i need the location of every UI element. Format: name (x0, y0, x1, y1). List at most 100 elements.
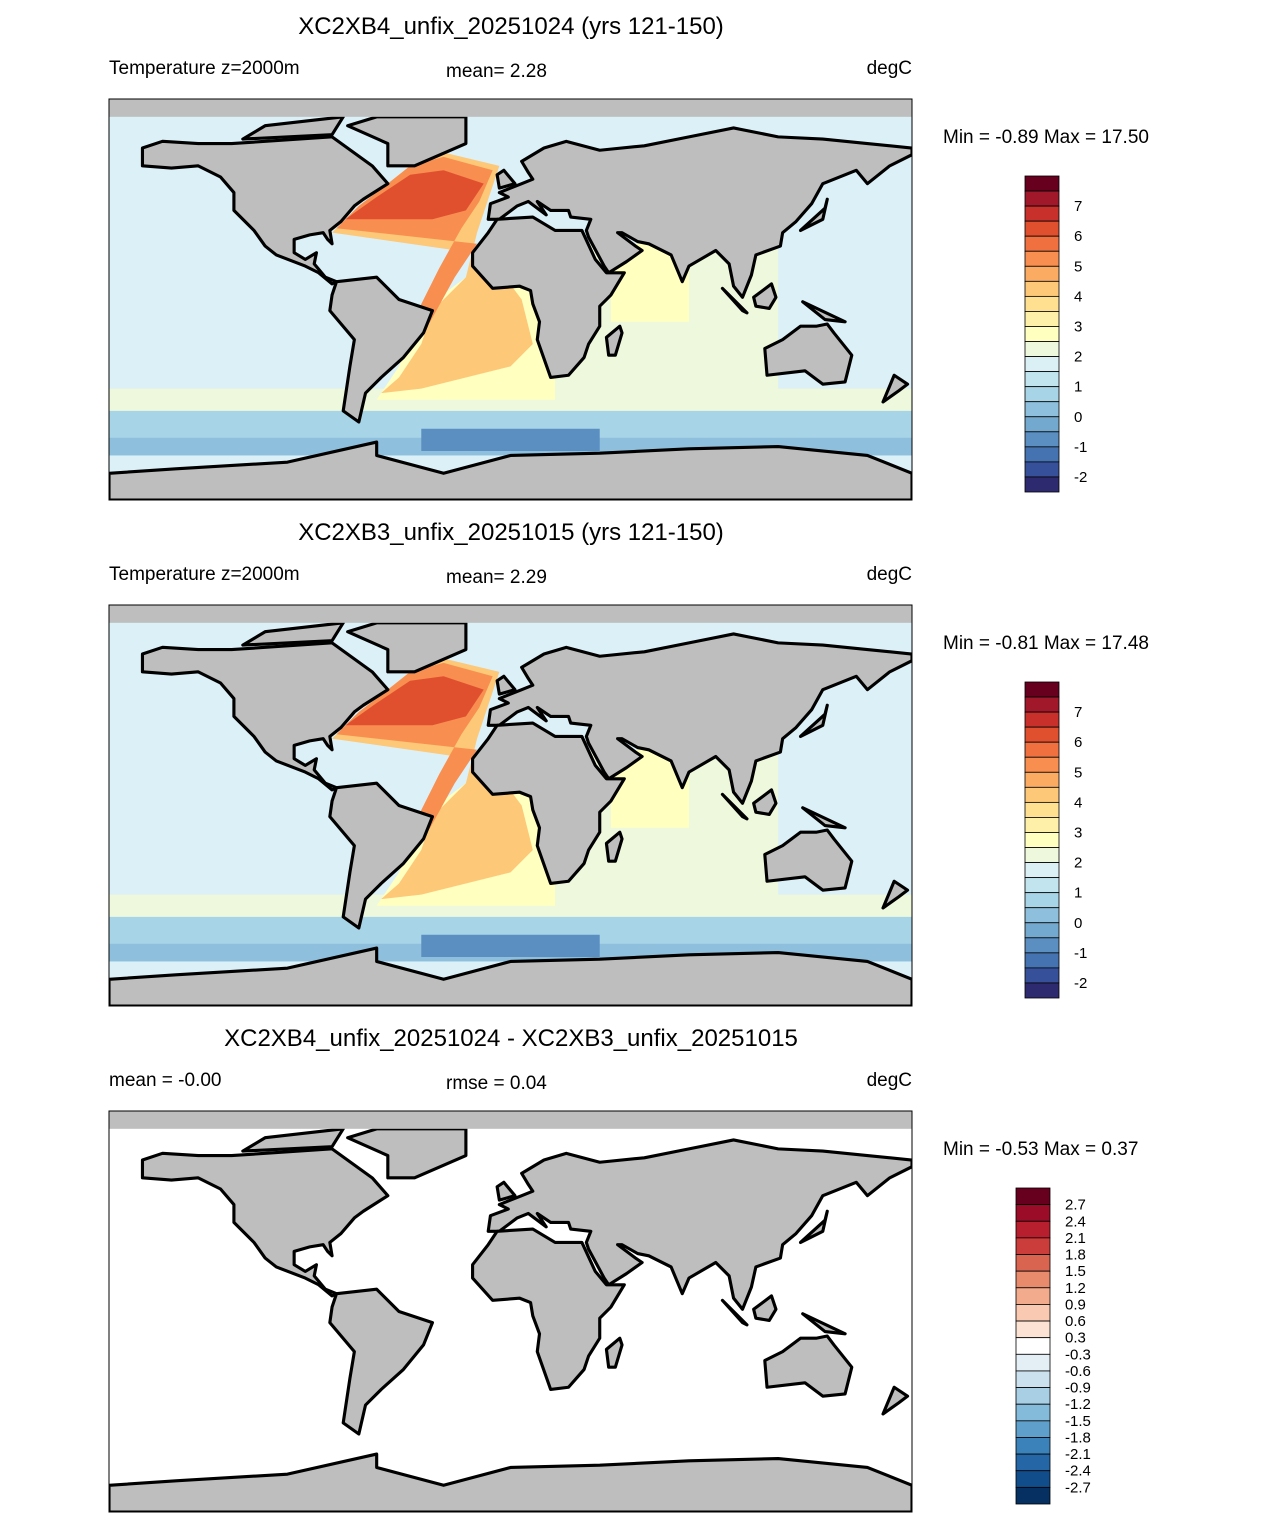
colorbar-label: 4 (1074, 794, 1082, 811)
panel: XC2XB3_unfix_20251015 (yrs 121-150) Tempe… (108, 519, 1149, 1007)
projection (109, 99, 912, 500)
colorbar-box (1024, 371, 1060, 388)
map-content (109, 99, 912, 500)
colorbar-box (1024, 235, 1060, 252)
map-frame (108, 98, 913, 501)
colorbar-box (1015, 1353, 1051, 1372)
colorbar-box (1024, 952, 1060, 969)
center-label: mean= 2.29 (446, 567, 547, 588)
left-label: mean = -0.00 (109, 1070, 222, 1091)
colorbar-label: 0.6 (1065, 1313, 1086, 1330)
colorbar-box (1015, 1270, 1051, 1289)
colorbar-label: 7 (1074, 198, 1082, 215)
colorbar-label: 4 (1074, 288, 1082, 305)
colorbar-box (1024, 356, 1060, 373)
left-label: Temperature z=2000m (109, 58, 300, 79)
colorbar-box (1015, 1320, 1051, 1339)
colorbar-box (1024, 220, 1060, 237)
colorbar-label: -1 (1074, 945, 1087, 962)
colorbar-label: -2.1 (1065, 1446, 1091, 1463)
map-content (109, 1111, 912, 1512)
colorbar-box (1024, 175, 1060, 192)
colorbar-box (1024, 967, 1060, 984)
units-label: degC (867, 1070, 912, 1091)
colorbar-box (1024, 681, 1060, 698)
colorbar-box (1024, 205, 1060, 222)
colorbar-box (1024, 832, 1060, 848)
colorbar-box (1024, 982, 1060, 999)
colorbar-label: 1.8 (1065, 1247, 1086, 1264)
colorbar-box (1024, 696, 1060, 713)
left-label: Temperature z=2000m (109, 564, 300, 585)
colorbar-box (1024, 476, 1060, 493)
projection (109, 1111, 912, 1512)
colorbar-box (1024, 711, 1060, 728)
units-label: degC (867, 564, 912, 585)
colorbar-label: 5 (1074, 764, 1082, 781)
colorbar-box (1024, 416, 1060, 433)
colorbar-box (1015, 1204, 1051, 1222)
center-label: rmse = 0.04 (446, 1073, 547, 1094)
colorbar-label: 2 (1074, 855, 1082, 872)
colorbar-box (1015, 1403, 1051, 1422)
min-max: Min = -0.81 Max = 17.48 (943, 633, 1149, 654)
colorbar-box (1024, 741, 1060, 758)
colorbar-box (1024, 937, 1060, 954)
projection (109, 605, 912, 1006)
colorbar-box (1015, 1254, 1051, 1272)
panel-title: XC2XB4_unfix_20251024 (yrs 121-150) (298, 13, 724, 40)
colorbar-label: 1 (1074, 379, 1082, 396)
colorbar-box (1024, 250, 1060, 267)
min-max: Min = -0.53 Max = 0.37 (943, 1139, 1138, 1160)
colorbar-label: 0.3 (1065, 1330, 1086, 1347)
map (108, 1110, 913, 1513)
panel: XC2XB4_unfix_20251024 - XC2XB3_unfix_202… (108, 1025, 1138, 1513)
panel: XC2XB4_unfix_20251024 (yrs 121-150) Tempe… (108, 13, 1149, 501)
colorbar-label: 2.4 (1065, 1213, 1086, 1230)
colorbar-label: 3 (1074, 318, 1082, 335)
colorbar-box (1024, 786, 1060, 803)
colorbar-box (1024, 847, 1060, 863)
colorbar-box (1024, 446, 1060, 463)
colorbar-box (1024, 922, 1060, 939)
colorbar-label: -1 (1074, 439, 1087, 456)
colorbar-label: 3 (1074, 824, 1082, 841)
colorbar-label: -1.5 (1065, 1413, 1091, 1430)
colorbar-label: -0.9 (1065, 1380, 1091, 1397)
center-label: mean= 2.28 (446, 61, 547, 82)
colorbar-box (1015, 1304, 1051, 1322)
colorbar-box (1015, 1337, 1051, 1355)
colorbar-box (1015, 1420, 1051, 1438)
colorbar-box (1024, 190, 1060, 207)
colorbar-box (1015, 1370, 1051, 1388)
colorbar-label: 1.5 (1065, 1263, 1086, 1280)
colorbar-box (1015, 1220, 1051, 1239)
colorbar-label: 2.1 (1065, 1230, 1086, 1247)
colorbar-box (1024, 386, 1060, 403)
colorbar-box (1024, 265, 1060, 282)
colorbar-box (1024, 280, 1060, 297)
colorbar-label: 1.2 (1065, 1280, 1086, 1297)
map-frame (108, 604, 913, 1007)
colorbar-box (1015, 1453, 1051, 1472)
colorbar-box (1024, 862, 1060, 879)
colorbar-label: -2.4 (1065, 1463, 1091, 1480)
colorbar-label: 5 (1074, 258, 1082, 275)
colorbar-box (1015, 1187, 1051, 1206)
colorbar-box (1015, 1486, 1051, 1505)
min-max: Min = -0.89 Max = 17.50 (943, 127, 1149, 148)
colorbar-label: 2.7 (1065, 1197, 1086, 1214)
colorbar-box (1024, 907, 1060, 924)
colorbar-label: 7 (1074, 704, 1082, 721)
colorbar-box (1024, 801, 1060, 818)
colorbar-box (1024, 401, 1060, 418)
colorbar-box (1024, 326, 1060, 342)
colorbar-box (1015, 1237, 1051, 1255)
colorbar-label: 1 (1074, 885, 1082, 902)
colorbar-label: -2 (1074, 975, 1087, 992)
colorbar-box (1024, 892, 1060, 909)
colorbar-label: -2 (1074, 469, 1087, 486)
colorbar-box (1024, 295, 1060, 312)
colorbar-label: -2.7 (1065, 1479, 1091, 1496)
